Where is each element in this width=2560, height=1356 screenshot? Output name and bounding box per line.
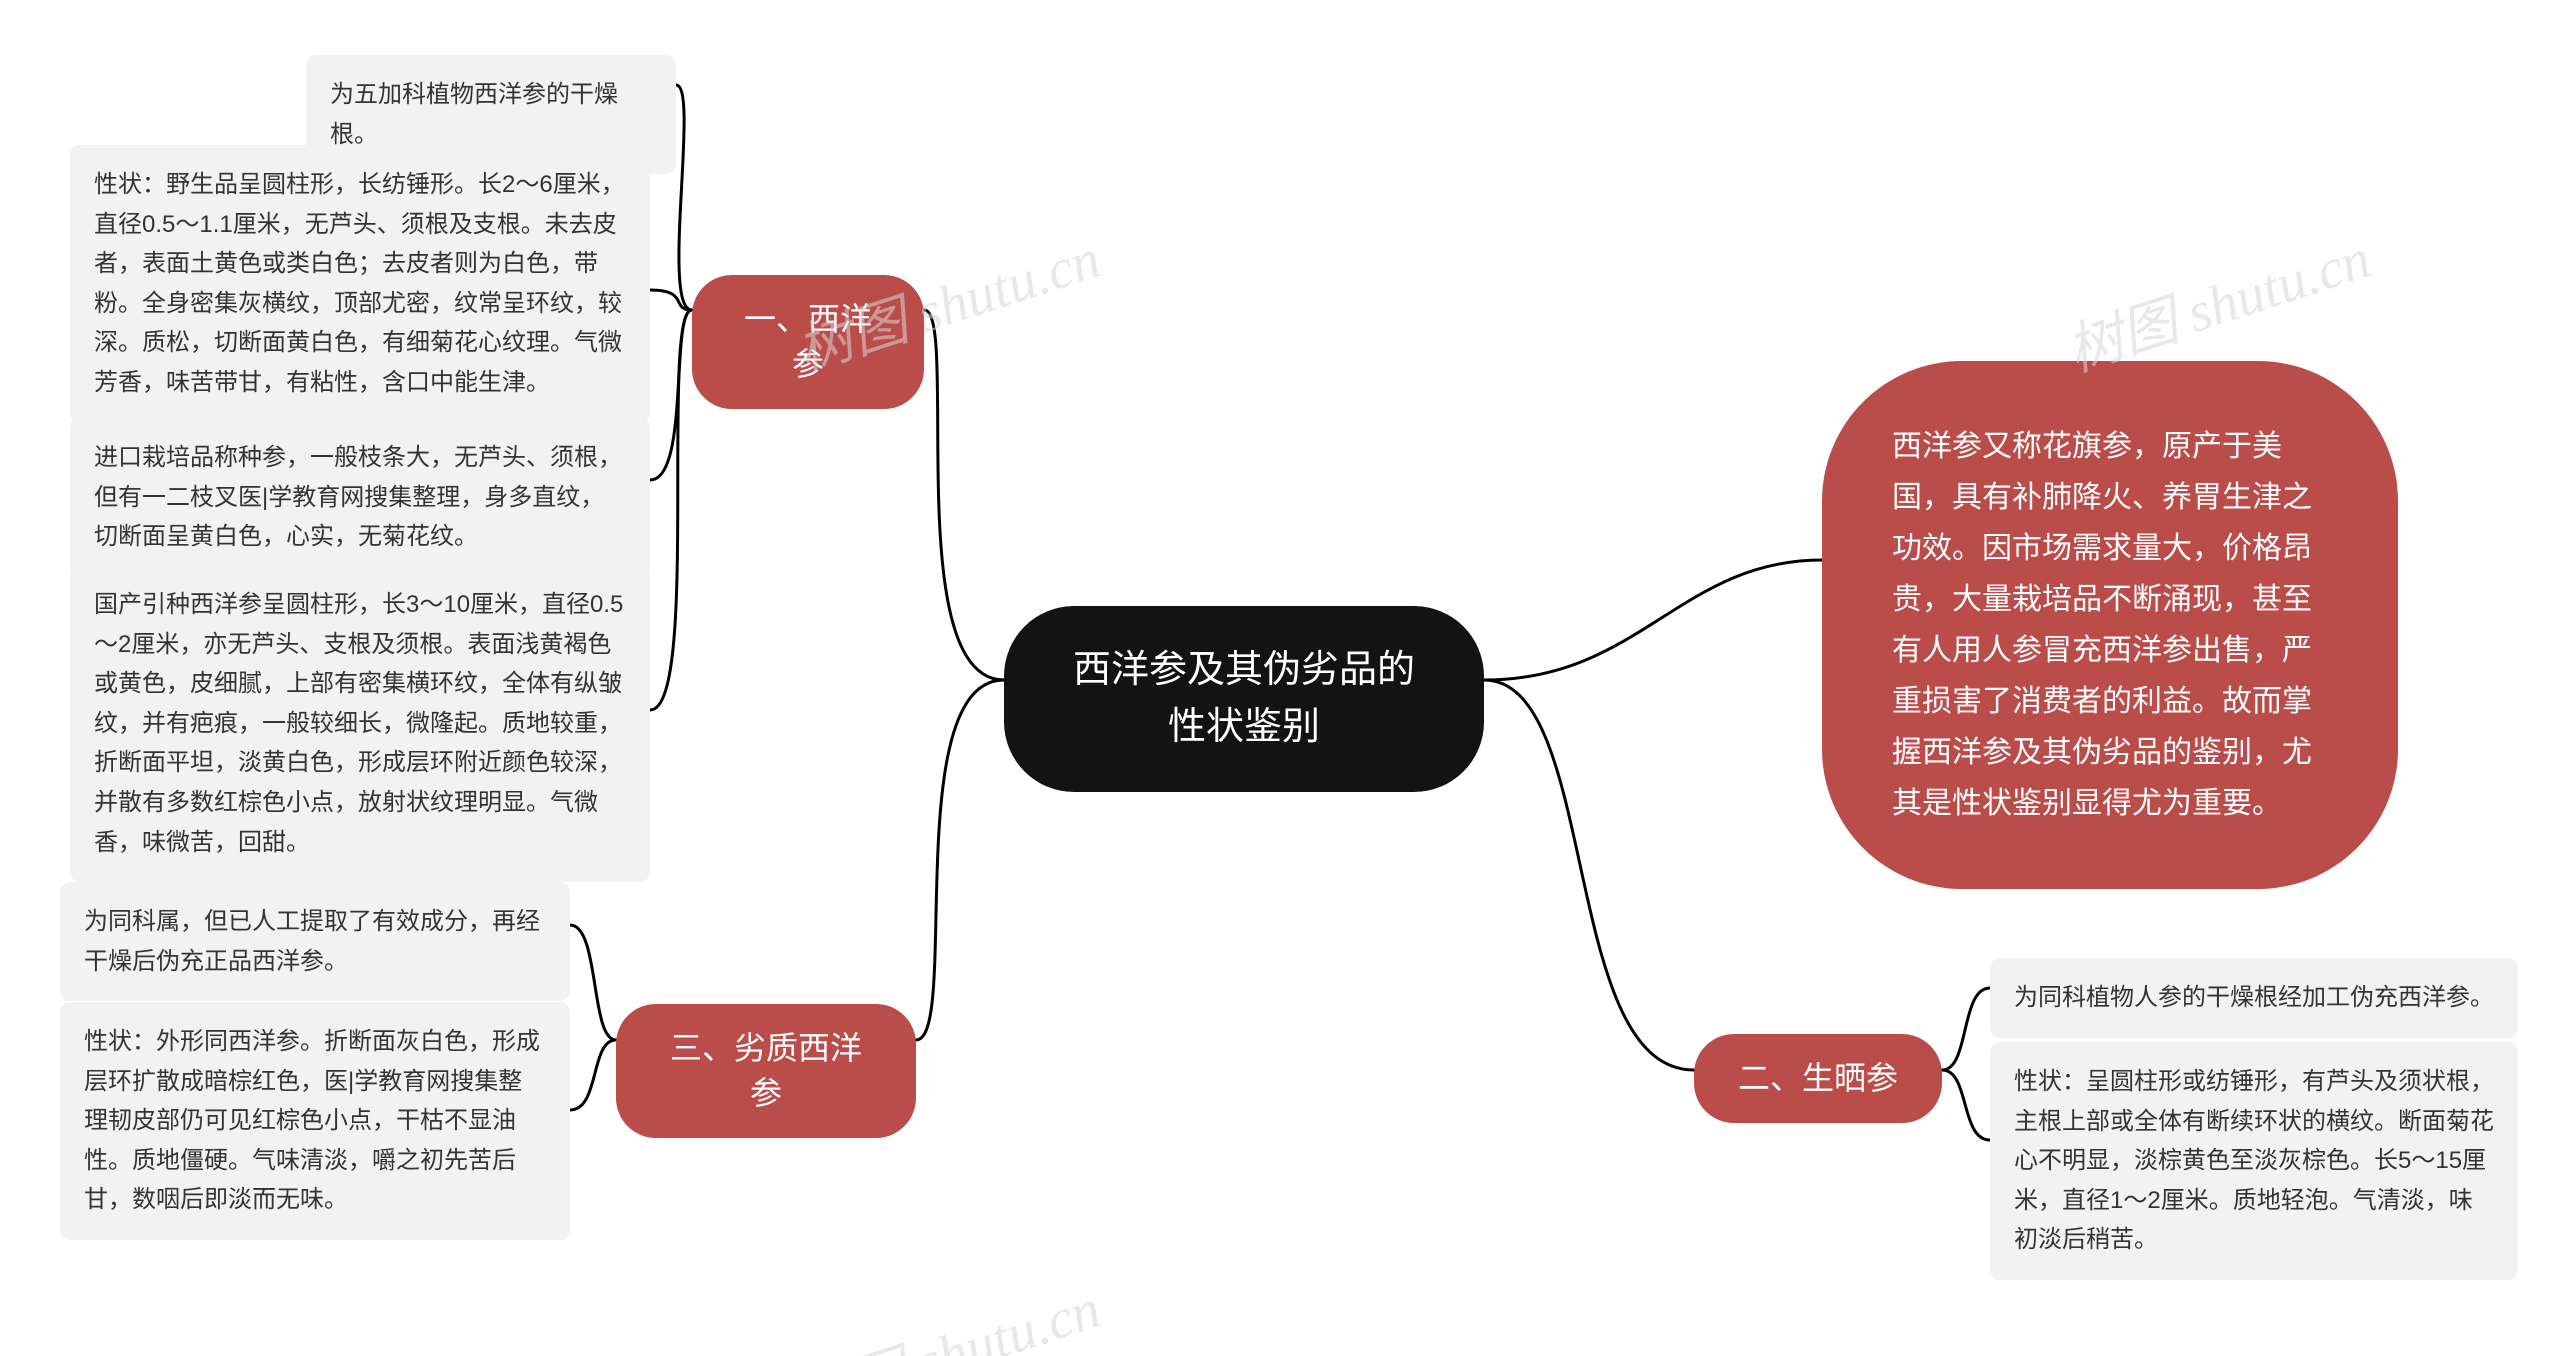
branch-1-leaf-2[interactable]: 进口栽培品称种参，一般枝条大，无芦头、须根，但有一二枝叉医|学教育网搜集整理，身… [70,418,650,577]
intro-node[interactable]: 西洋参又称花旗参，原产于美国，具有补肺降火、养胃生津之功效。因市场需求量大，价格… [1822,361,2398,889]
branch-3-leaf-0[interactable]: 为同科属，但已人工提取了有效成分，再经干燥后伪充正品西洋参。 [60,882,570,1001]
branch-1-leaf-3[interactable]: 国产引种西洋参呈圆柱形，长3～10厘米，直径0.5～2厘米，亦无芦头、支根及须根… [70,565,650,882]
center-node[interactable]: 西洋参及其伪劣品的性状鉴别 [1004,606,1484,792]
branch-2[interactable]: 二、生晒参 [1694,1034,1942,1123]
watermark-2: 树图 shutu.cn [785,1263,1109,1356]
branch-3-leaf-1[interactable]: 性状：外形同西洋参。折断面灰白色，形成层环扩散成暗棕红色，医|学教育网搜集整理韧… [60,1002,570,1240]
branch-3[interactable]: 三、劣质西洋参 [616,1004,916,1138]
branch-2-leaf-1[interactable]: 性状：呈圆柱形或纺锤形，有芦头及须状根，主根上部或全体有断续环状的横纹。断面菊花… [1990,1042,2518,1280]
branch-2-leaf-0[interactable]: 为同科植物人参的干燥根经加工伪充西洋参。 [1990,958,2518,1038]
branch-1[interactable]: 一、西洋参 [692,275,924,409]
branch-1-leaf-1[interactable]: 性状：野生品呈圆柱形，长纺锤形。长2～6厘米，直径0.5～1.1厘米，无芦头、须… [70,145,650,423]
